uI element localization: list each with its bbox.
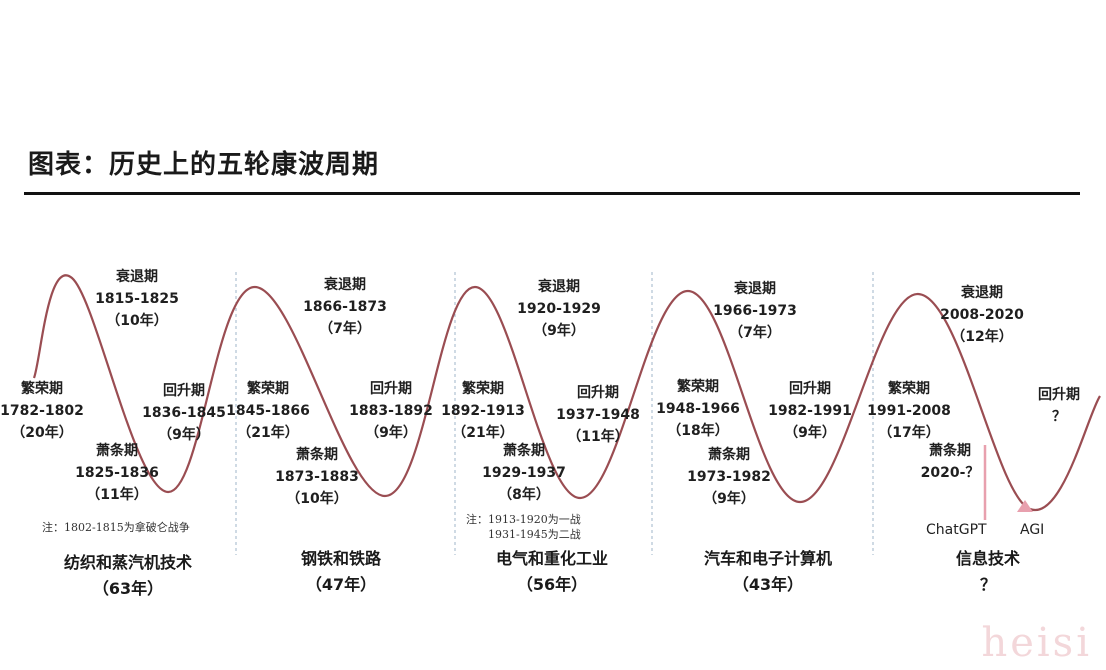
boom-label: 繁荣期 1845-1866 （21年） [226, 381, 310, 441]
recession-label: 衰退期 1866-1873 （7年） [303, 277, 387, 337]
depression-label: 萧条期 1973-1982 （9年） [687, 447, 771, 507]
depression-label: 萧条期 1873-1883 （10年） [275, 447, 359, 507]
cycle-note: 注：1913-1920为一战 1931-1945为二战 [466, 513, 581, 541]
recession-label: 衰退期 1815-1825 （10年） [95, 269, 179, 329]
watermark: heisi [981, 620, 1092, 666]
boom-label: 繁荣期 1782-1802 （20年） [0, 381, 84, 441]
recovery-label: 回升期 1836-1845 （9年） [142, 383, 226, 443]
boom-label: 繁荣期 1892-1913 （21年） [441, 381, 525, 441]
agi-marker-arrow [1017, 500, 1033, 512]
recovery-label: 回升期 1937-1948 （11年） [556, 385, 640, 445]
era-label: 汽车和电子计算机 （43年） [703, 549, 832, 594]
boom-label: 繁荣期 1948-1966 （18年） [656, 379, 740, 439]
agi-marker-label: AGI [1020, 522, 1045, 538]
chatgpt-marker-label: ChatGPT [926, 522, 987, 538]
recession-label: 衰退期 2008-2020 （12年） [940, 285, 1024, 345]
depression-label: 萧条期 2020-？ [920, 443, 980, 481]
kondratiev-wave-line [32, 274, 1101, 512]
era-label: 电气和重化工业 （56年） [495, 549, 608, 594]
recovery-label: 回升期 1982-1991 （9年） [768, 381, 852, 441]
cycle-note: 注：1802-1815为拿破仑战争 [42, 521, 190, 534]
era-label: 钢铁和铁路 （47年） [300, 549, 381, 594]
era-label: 纺织和蒸汽机技术 （63年） [63, 553, 192, 598]
recovery-label: 回升期？ [1038, 387, 1080, 425]
recession-label: 衰退期 1920-1929 （9年） [517, 279, 601, 339]
depression-label: 萧条期 1825-1836 （11年） [75, 443, 159, 503]
title-underline [24, 192, 1080, 195]
recession-label: 衰退期 1966-1973 （7年） [713, 281, 797, 341]
page-title: 图表：历史上的五轮康波周期 [28, 150, 380, 180]
boom-label: 繁荣期 1991-2008 （17年） [867, 381, 951, 441]
depression-label: 萧条期 1929-1937 （8年） [482, 443, 566, 503]
recovery-label: 回升期 1883-1892 （9年） [349, 381, 433, 441]
era-label: 信息技术？ [955, 549, 1020, 594]
